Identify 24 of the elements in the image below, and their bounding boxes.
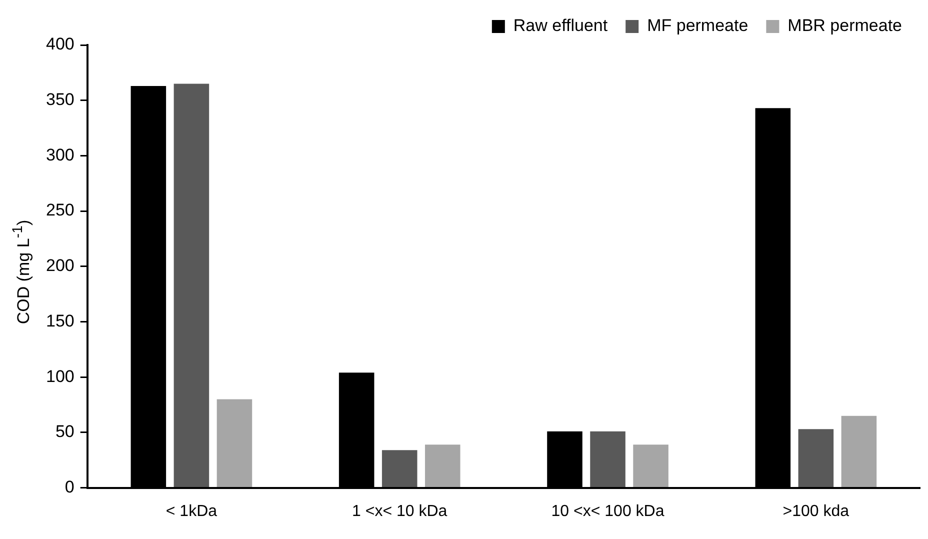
bar <box>590 431 626 488</box>
legend-label: MBR permeate <box>788 16 902 36</box>
y-tick-label: 150 <box>46 311 74 330</box>
bar <box>174 84 210 488</box>
bar <box>798 429 834 488</box>
y-tick-label: 250 <box>46 200 74 220</box>
y-tick-label: 200 <box>46 256 74 276</box>
bar <box>382 450 418 488</box>
y-tick-label: 350 <box>46 90 74 110</box>
legend-label: Raw effluent <box>513 16 608 36</box>
x-tick-label: >100 kda <box>782 502 850 520</box>
x-tick-label: < 1kDa <box>166 502 218 520</box>
x-tick-label: 1 <x< 10 kDa <box>352 502 448 520</box>
legend-label: MF permeate <box>647 16 748 36</box>
x-tick-label: 10 <x< 100 kDa <box>551 502 664 520</box>
y-tick-label: 100 <box>46 366 74 386</box>
y-tick-label: 0 <box>64 477 74 496</box>
y-tick-label: 50 <box>55 422 74 442</box>
bar <box>424 444 460 488</box>
bar <box>633 444 668 488</box>
bar <box>216 399 252 488</box>
y-tick-label: 400 <box>46 34 74 54</box>
bar <box>841 416 877 488</box>
y-tick-label: 300 <box>46 145 74 164</box>
